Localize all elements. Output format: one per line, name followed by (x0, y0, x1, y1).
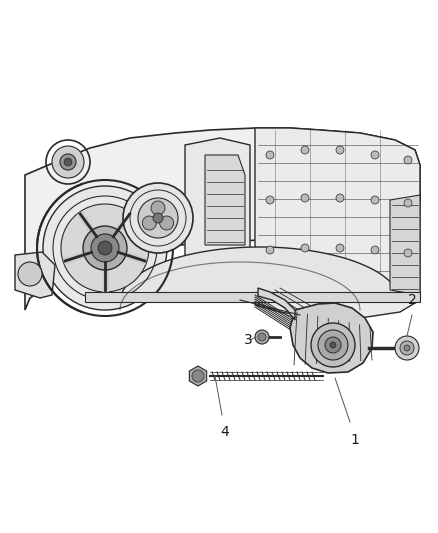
Circle shape (301, 146, 309, 154)
Circle shape (404, 249, 412, 257)
Polygon shape (120, 247, 400, 302)
Circle shape (336, 146, 344, 154)
Polygon shape (25, 128, 420, 310)
Circle shape (336, 194, 344, 202)
Text: 2: 2 (408, 293, 417, 307)
Polygon shape (258, 288, 295, 320)
Circle shape (266, 196, 274, 204)
Text: 4: 4 (221, 425, 230, 439)
Circle shape (301, 194, 309, 202)
Text: 3: 3 (244, 333, 252, 347)
Polygon shape (185, 138, 250, 300)
Circle shape (123, 183, 193, 253)
Circle shape (404, 345, 410, 351)
Circle shape (266, 246, 274, 254)
Circle shape (266, 151, 274, 159)
Circle shape (83, 226, 127, 270)
Circle shape (404, 156, 412, 164)
Circle shape (151, 201, 165, 215)
Circle shape (64, 158, 72, 166)
Circle shape (142, 216, 156, 230)
Circle shape (400, 341, 414, 355)
Circle shape (404, 199, 412, 207)
Polygon shape (15, 252, 55, 298)
Circle shape (160, 216, 173, 230)
Polygon shape (189, 366, 207, 386)
Polygon shape (85, 292, 420, 302)
Circle shape (395, 336, 419, 360)
Circle shape (258, 333, 266, 341)
Circle shape (138, 198, 178, 238)
Circle shape (301, 244, 309, 252)
Circle shape (192, 370, 204, 382)
Circle shape (43, 186, 167, 310)
Circle shape (60, 154, 76, 170)
Circle shape (371, 196, 379, 204)
Polygon shape (205, 155, 245, 245)
Circle shape (371, 151, 379, 159)
Circle shape (318, 330, 348, 360)
Circle shape (61, 204, 149, 292)
Circle shape (336, 244, 344, 252)
Circle shape (153, 213, 163, 223)
Circle shape (330, 342, 336, 348)
Circle shape (325, 337, 341, 353)
Text: 1: 1 (350, 433, 360, 447)
Circle shape (18, 262, 42, 286)
Polygon shape (255, 128, 420, 318)
Circle shape (91, 234, 119, 262)
Circle shape (98, 241, 112, 255)
Circle shape (255, 330, 269, 344)
Circle shape (371, 246, 379, 254)
Polygon shape (390, 195, 420, 295)
Polygon shape (290, 303, 373, 373)
Circle shape (52, 146, 84, 178)
Circle shape (311, 323, 355, 367)
